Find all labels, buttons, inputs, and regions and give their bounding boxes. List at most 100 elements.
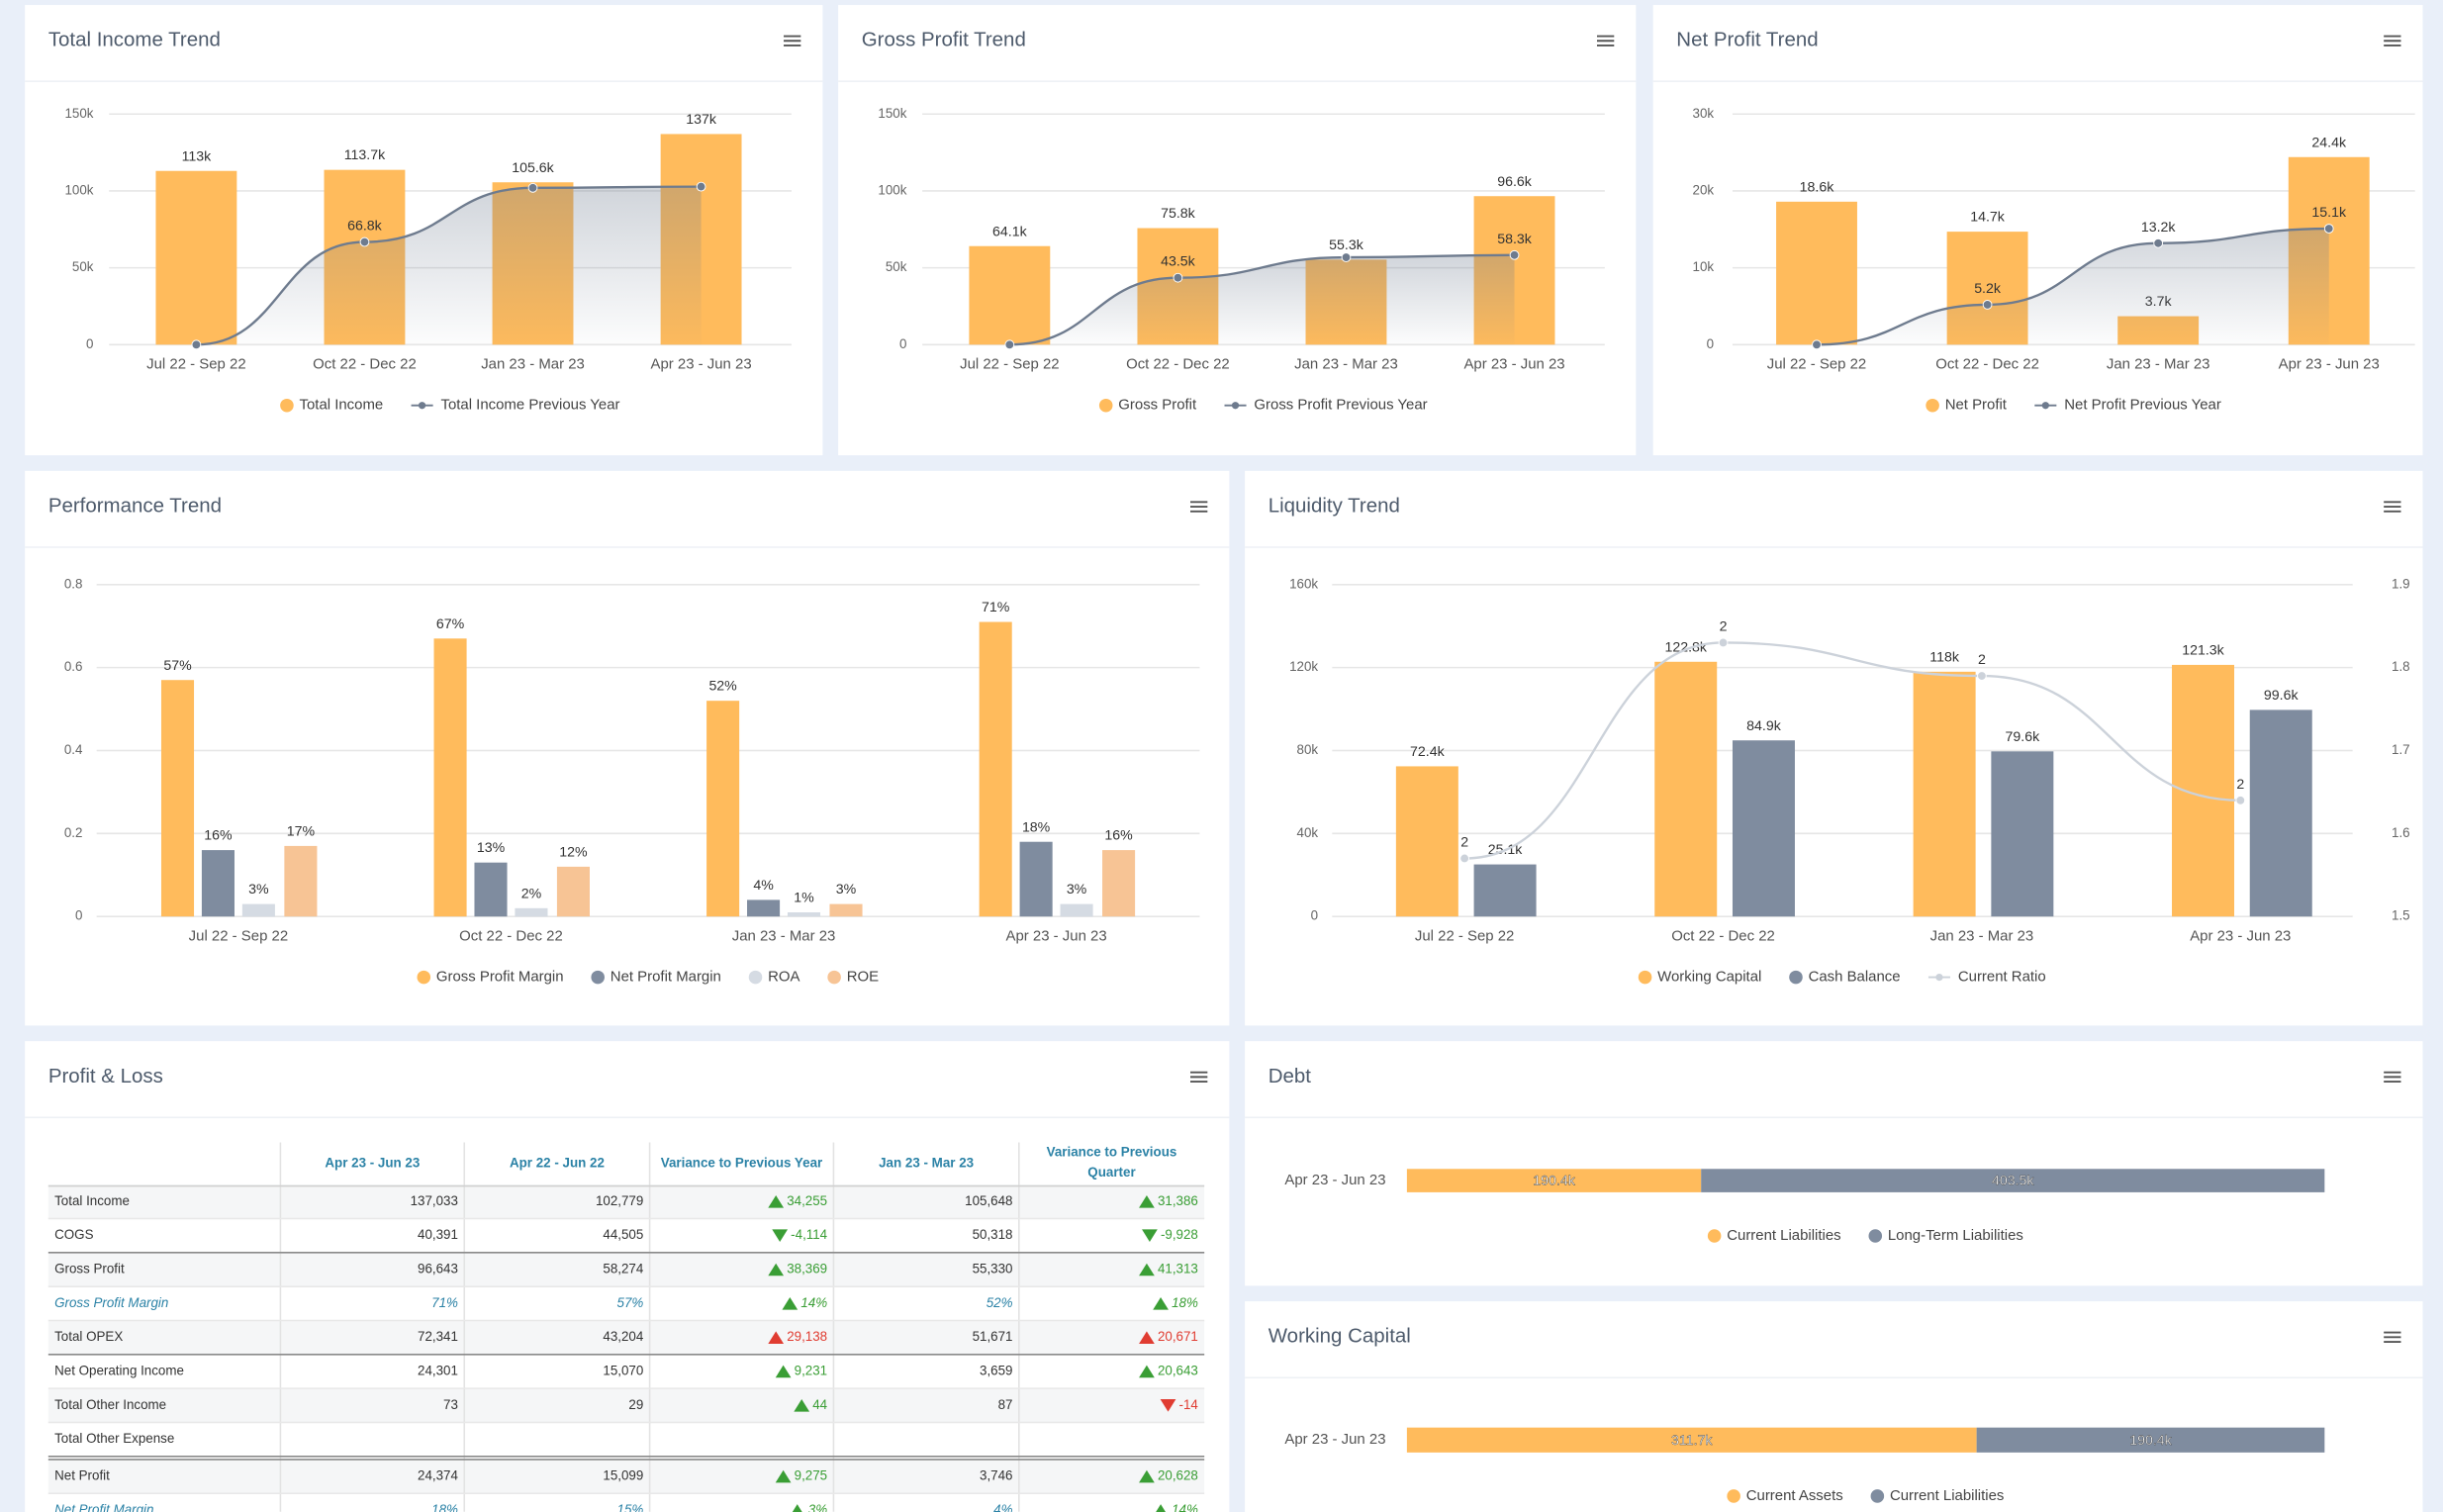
x-tick-label: Apr 23 - Jun 23 (1463, 356, 1564, 373)
x-tick-label: Jul 22 - Sep 22 (1767, 356, 1866, 373)
data-label: 137k (686, 112, 717, 128)
x-tick-label: Oct 22 - Dec 22 (459, 928, 563, 945)
cell: 40,391 (418, 1227, 458, 1242)
legend-item: Current Ratio (1927, 969, 2046, 986)
y-tick-label: 0 (75, 908, 82, 923)
legend-marker (1870, 1489, 1885, 1503)
data-label: 16% (1104, 828, 1133, 844)
legend-label: ROA (768, 969, 799, 986)
cell: 3,746 (980, 1468, 1012, 1483)
line (1009, 253, 1515, 346)
y-tick-label: 0 (1311, 908, 1318, 923)
cell: 87 (998, 1397, 1013, 1412)
legend-label: Gross Profit Previous Year (1254, 397, 1427, 414)
line-point (2153, 237, 2164, 248)
cell: 41,313 (1158, 1262, 1198, 1276)
trend-arrow (775, 1365, 792, 1378)
cell: 31,386 (1158, 1193, 1198, 1208)
cell: 29 (628, 1397, 643, 1412)
data-label: 24.4k (2311, 135, 2347, 150)
cell: 137,033 (411, 1193, 458, 1208)
legend: Gross Profit Margin Net Profit Margin ROA R… (417, 969, 879, 986)
legend-item: Total Income Previous Year (411, 397, 620, 414)
legend-label: Total Income Previous Year (440, 397, 619, 414)
y-tick-label: 50k (72, 259, 94, 274)
cell: 15,070 (603, 1364, 643, 1378)
row-band (47, 1388, 1205, 1423)
data-label: 113k (182, 148, 213, 164)
bar (155, 170, 237, 345)
data-label: 121.3k (2182, 642, 2224, 658)
cell: 20,628 (1158, 1468, 1198, 1483)
legend-item: ROA (748, 969, 800, 986)
column-header: Apr 22 - Jun 22 (509, 1154, 605, 1171)
legend-item: Total Income (280, 397, 383, 414)
legend-item: Net Profit Margin (591, 969, 721, 986)
bar (747, 899, 781, 917)
line-point (1173, 272, 1183, 283)
legend-item: Current Assets (1727, 1487, 1843, 1504)
cell: 105,648 (965, 1193, 1012, 1208)
x-tick-label: Jan 23 - Mar 23 (2107, 356, 2210, 373)
cell: 71% (431, 1295, 458, 1310)
x-tick-label: Jan 23 - Mar 23 (732, 928, 836, 945)
data-label: 13% (477, 840, 506, 856)
cell: 50,318 (973, 1227, 1013, 1242)
x-tick-label: Oct 22 - Dec 22 (1935, 356, 2039, 373)
row-band (47, 1184, 1205, 1219)
legend-marker (1868, 1229, 1883, 1243)
cell: 52% (987, 1295, 1013, 1310)
cell: 24,374 (418, 1468, 458, 1483)
legend: Working Capital Cash Balance Current Ratio (1638, 969, 2046, 986)
data-label: 75.8k (1161, 206, 1196, 222)
legend-marker (591, 970, 605, 985)
row-label: Total Other Expense (54, 1431, 174, 1446)
column-header-box: Apr 22 - Jun 22 (509, 1154, 605, 1171)
bar (979, 621, 1012, 917)
row-band (47, 1320, 1205, 1355)
row-label: Total Other Income (54, 1397, 166, 1412)
cell: 44,505 (603, 1227, 643, 1242)
legend-item: Net Profit Previous Year (2034, 397, 2221, 414)
legend-marker (1098, 398, 1113, 413)
cell: 3,659 (980, 1364, 1012, 1378)
legend-marker (827, 970, 841, 985)
trend-arrow (1139, 1263, 1155, 1276)
legend-marker (1707, 1229, 1722, 1243)
x-tick-label: Apr 23 - Jun 23 (2279, 356, 2380, 373)
legend-label: Current Assets (1746, 1487, 1843, 1504)
x-tick-label: Jul 22 - Sep 22 (960, 356, 1059, 373)
data-label: 2 (1978, 652, 1986, 668)
data-label: 12% (559, 844, 588, 860)
trend-arrow (1139, 1469, 1155, 1483)
data-label: 311.7k (1671, 1433, 1713, 1449)
legend-marker (1926, 398, 1939, 413)
trend-arrow (782, 1297, 799, 1310)
legend-label: Cash Balance (1809, 969, 1901, 986)
legend-marker (418, 402, 426, 410)
data-label: 79.6k (2006, 729, 2041, 745)
legend-label: ROE (847, 969, 879, 986)
line-point (696, 181, 706, 192)
y-tick-label: 150k (878, 106, 906, 121)
legend-label: Current Ratio (1958, 969, 2046, 986)
x-tick-label: Jul 22 - Sep 22 (1415, 928, 1514, 945)
legend-marker (417, 970, 431, 985)
data-label: 72.4k (1410, 744, 1446, 760)
panel-title: Liquidity Trend (1268, 494, 1400, 517)
data-label: 403.5k (1992, 1174, 2034, 1189)
cell: 38,369 (787, 1262, 827, 1276)
bar (1776, 201, 1857, 345)
area (1009, 254, 1515, 345)
x-tick-label: Jul 22 - Sep 22 (146, 356, 245, 373)
x-tick-label: Jan 23 - Mar 23 (481, 356, 585, 373)
data-label: 18.6k (1800, 179, 1835, 195)
cell: 44 (812, 1397, 827, 1412)
cell: 57% (617, 1295, 644, 1310)
panel-title: Debt (1268, 1065, 1312, 1087)
data-label: 5.2k (1974, 281, 2002, 297)
y2-tick-label: 1.8 (2392, 659, 2410, 674)
trend-arrow (768, 1331, 785, 1344)
legend: Gross Profit Gross Profit Previous Year (1098, 397, 1428, 414)
panel (1245, 1301, 2423, 1512)
